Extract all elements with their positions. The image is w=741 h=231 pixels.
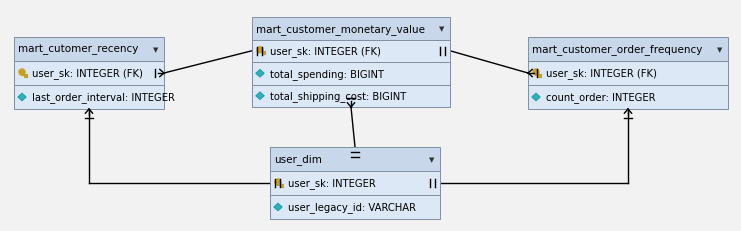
Bar bbox=[14, 38, 164, 62]
Bar bbox=[528, 62, 728, 86]
Bar bbox=[252, 40, 450, 63]
Text: user_legacy_id: VARCHAR: user_legacy_id: VARCHAR bbox=[288, 202, 416, 213]
Text: user_sk: INTEGER (FK): user_sk: INTEGER (FK) bbox=[546, 68, 657, 79]
Text: total_shipping_cost: BIGINT: total_shipping_cost: BIGINT bbox=[270, 91, 406, 102]
Bar bbox=[14, 86, 164, 109]
Text: user_dim: user_dim bbox=[274, 154, 322, 165]
Text: count_order: INTEGER: count_order: INTEGER bbox=[546, 92, 656, 103]
Text: total_spending: BIGINT: total_spending: BIGINT bbox=[270, 69, 384, 79]
Bar bbox=[252, 18, 450, 40]
Polygon shape bbox=[274, 204, 282, 211]
Bar bbox=[14, 62, 164, 86]
Text: ▼: ▼ bbox=[439, 26, 444, 32]
Circle shape bbox=[533, 70, 539, 76]
Text: ▼: ▼ bbox=[153, 47, 158, 53]
Bar bbox=[252, 63, 450, 85]
Text: ▼: ▼ bbox=[717, 47, 722, 53]
Bar bbox=[528, 38, 728, 62]
Polygon shape bbox=[256, 70, 264, 77]
Text: ▼: ▼ bbox=[428, 156, 434, 162]
Polygon shape bbox=[18, 94, 26, 101]
Bar bbox=[270, 147, 440, 171]
Circle shape bbox=[257, 48, 263, 54]
Text: last_order_interval: INTEGER: last_order_interval: INTEGER bbox=[32, 92, 175, 103]
Bar bbox=[528, 86, 728, 109]
Bar bbox=[252, 85, 450, 108]
Bar bbox=[270, 171, 440, 195]
Circle shape bbox=[275, 179, 281, 185]
Text: user_sk: INTEGER (FK): user_sk: INTEGER (FK) bbox=[270, 46, 381, 57]
Polygon shape bbox=[532, 94, 540, 101]
Polygon shape bbox=[256, 93, 264, 100]
Text: user_sk: INTEGER (FK): user_sk: INTEGER (FK) bbox=[32, 68, 143, 79]
Text: user_sk: INTEGER: user_sk: INTEGER bbox=[288, 178, 376, 189]
Circle shape bbox=[19, 70, 25, 76]
Text: mart_customer_order_frequency: mart_customer_order_frequency bbox=[532, 44, 702, 55]
Bar bbox=[270, 195, 440, 219]
Text: mart_customer_monetary_value: mart_customer_monetary_value bbox=[256, 24, 425, 35]
Text: mart_cutomer_recency: mart_cutomer_recency bbox=[18, 45, 139, 55]
